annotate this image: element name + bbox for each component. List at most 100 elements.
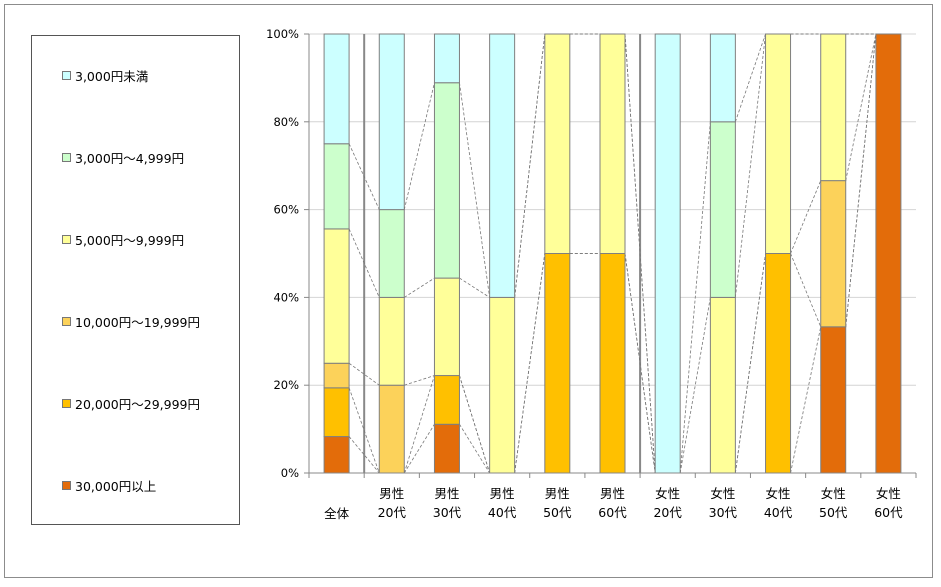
x-tick-label: 20代 — [653, 505, 682, 520]
legend-item: 20,000円～29,999円 — [62, 395, 200, 412]
series-line — [404, 277, 435, 298]
series-line — [790, 253, 822, 327]
x-tick-label: 50代 — [819, 505, 848, 520]
series-line — [514, 253, 546, 474]
y-tick-label: 0% — [281, 466, 299, 480]
legend-label: 3,000円～4,999円 — [75, 150, 185, 166]
legend-item: 3,000円未満 — [62, 67, 149, 84]
series-line — [459, 82, 491, 298]
series-line — [403, 424, 435, 474]
legend-label: 10,000円～19,999円 — [75, 314, 200, 330]
bar-segment — [378, 296, 405, 386]
series-line — [403, 375, 435, 474]
y-tick-label: 80% — [273, 115, 299, 129]
bar-segment — [820, 180, 847, 328]
x-tick-label: 全体 — [324, 506, 350, 521]
x-tick-label: 女性 — [821, 486, 846, 501]
y-tick-label: 20% — [273, 378, 299, 392]
bar-segment — [820, 33, 847, 182]
legend-label: 5,000円～9,999円 — [75, 232, 185, 248]
x-tick-label: 女性 — [766, 486, 791, 501]
bar-segment — [378, 209, 405, 298]
y-tick-label: 100% — [266, 27, 299, 41]
series-line — [624, 253, 656, 474]
bar-segment — [433, 82, 460, 279]
series-line — [734, 253, 766, 474]
bar-segment — [433, 277, 460, 377]
series-line — [348, 228, 380, 298]
legend: 3,000円未満 3,000円～4,999円 5,000円～9,999円 10,000… — [31, 35, 240, 525]
legend-item: 10,000円～19,999円 — [62, 313, 200, 330]
bar-segment — [875, 33, 902, 474]
bar-segment — [323, 362, 350, 389]
bar-segment — [378, 384, 405, 474]
bar-segment — [323, 143, 350, 230]
legend-label: 30,000円以上 — [75, 478, 157, 494]
x-tick-label: 40代 — [488, 505, 517, 520]
series-line — [734, 33, 766, 122]
bar-segment — [323, 387, 350, 438]
bar-segment — [765, 33, 792, 254]
series-line — [679, 121, 711, 474]
bar-segment — [433, 33, 460, 84]
bar-segment — [709, 121, 736, 298]
bar-segment — [709, 296, 736, 474]
bar-segment — [654, 33, 681, 474]
y-tick-label: 40% — [273, 290, 299, 304]
bar-segment — [323, 228, 350, 364]
series-line — [403, 82, 435, 210]
legend-item: 3,000円～4,999円 — [62, 149, 185, 166]
x-tick-label: 60代 — [598, 505, 627, 520]
legend-swatch — [62, 316, 71, 326]
bar-segment — [323, 33, 350, 145]
x-tick-label: 女性 — [655, 486, 680, 501]
x-tick-label: 男性 — [545, 486, 570, 501]
series-line — [624, 33, 656, 474]
legend-swatch — [62, 234, 71, 244]
series-line — [348, 387, 380, 474]
y-tick-label: 60% — [273, 203, 299, 217]
x-tick-label: 男性 — [434, 486, 459, 501]
legend-swatch — [62, 480, 71, 490]
bar-segment — [489, 33, 516, 298]
series-line — [734, 33, 766, 298]
bar-segment — [709, 33, 736, 123]
x-tick-label: 20代 — [378, 505, 407, 520]
bar-segment — [765, 253, 792, 474]
series-line — [459, 375, 491, 474]
series-line — [348, 143, 380, 210]
x-tick-label: 男性 — [490, 486, 515, 501]
bar-segment — [489, 296, 516, 474]
legend-item: 30,000円以上 — [62, 477, 157, 494]
bar-segment — [433, 375, 460, 425]
x-tick-label: 男性 — [600, 486, 625, 501]
x-tick-label: 男性 — [379, 486, 404, 501]
series-line — [348, 436, 380, 474]
series-line — [845, 33, 877, 181]
series-line — [790, 326, 822, 474]
series-line — [348, 362, 380, 386]
bar-segment — [544, 253, 571, 474]
x-tick-label: 50代 — [543, 505, 572, 520]
series-line — [459, 424, 490, 474]
legend-swatch — [62, 70, 71, 80]
bar-segment — [544, 33, 571, 254]
series-line — [845, 33, 877, 327]
bar-segment — [323, 436, 350, 474]
bar-segment — [378, 33, 405, 211]
x-tick-label: 30代 — [433, 505, 462, 520]
legend-swatch — [62, 152, 71, 162]
x-tick-label: 30代 — [709, 505, 738, 520]
legend-swatch — [62, 398, 71, 408]
series-line — [514, 33, 546, 298]
legend-item: 5,000円～9,999円 — [62, 231, 185, 248]
series-line — [459, 277, 490, 298]
series-line — [790, 180, 822, 254]
bar-segment — [599, 33, 626, 254]
bar-segment — [599, 253, 626, 474]
legend-label: 3,000円未満 — [75, 68, 149, 84]
x-tick-label: 60代 — [874, 505, 903, 520]
series-line — [404, 375, 435, 386]
bar-segment — [433, 423, 460, 474]
bar-segment — [820, 326, 847, 474]
